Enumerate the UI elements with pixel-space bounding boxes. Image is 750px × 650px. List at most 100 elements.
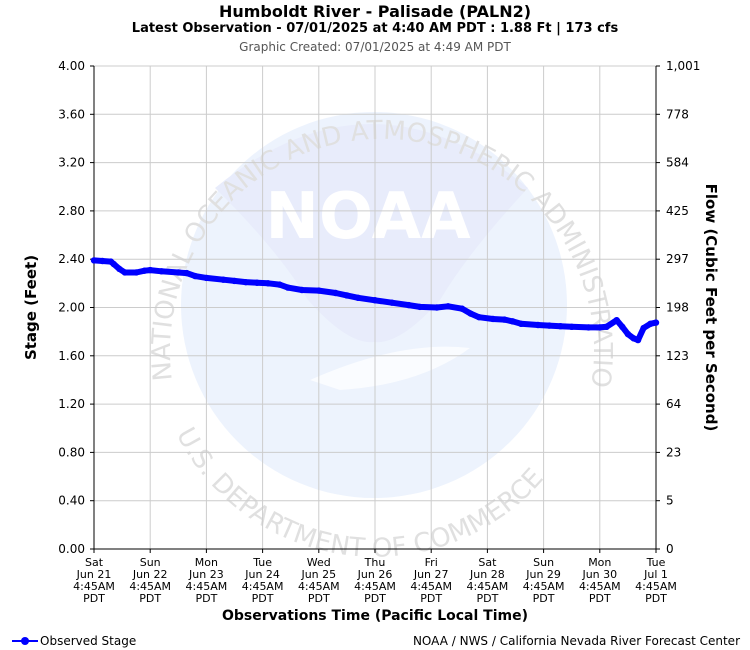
data-point	[546, 322, 553, 329]
data-point	[371, 297, 379, 304]
data-point	[388, 299, 396, 306]
x-tick-label: Sat Jun 21 4:45AM PDT	[73, 556, 115, 605]
data-point	[557, 323, 564, 330]
data-point	[596, 324, 603, 331]
data-point	[603, 323, 610, 331]
data-point	[489, 315, 497, 323]
y2-tick-label: 778	[666, 107, 689, 121]
data-point	[332, 289, 339, 297]
data-point	[652, 319, 660, 326]
legend-marker-icon	[12, 637, 38, 645]
data-point	[242, 278, 249, 286]
data-point	[175, 269, 182, 276]
data-point	[253, 279, 261, 286]
y-tick-label: 0.80	[58, 445, 85, 459]
data-point	[624, 330, 632, 338]
latest-observation: Latest Observation - 07/01/2025 at 4:40 …	[131, 21, 619, 36]
data-point	[220, 276, 227, 283]
data-point	[121, 269, 129, 276]
data-point	[416, 303, 424, 311]
data-point	[475, 313, 483, 321]
y2-axis-title: Flow (Cubic Feet per Second)	[702, 184, 720, 432]
x-tick-label: Sun Jun 22 4:45AM PDT	[129, 556, 171, 605]
data-point	[132, 269, 140, 276]
data-point	[613, 316, 620, 324]
data-point	[467, 310, 474, 317]
x-tick-label: Thu Jun 26 4:45AM PDT	[354, 556, 396, 605]
y2-tick-label: 0	[666, 542, 674, 556]
y-tick-label: 0.40	[58, 494, 85, 508]
y2-tick-label: 5	[666, 494, 674, 508]
x-tick-label: Fri Jun 27 4:45AM PDT	[410, 556, 452, 605]
y-tick-label: 1.60	[58, 349, 85, 363]
y-tick-label: 2.00	[58, 301, 85, 315]
data-point	[110, 260, 117, 268]
data-point	[158, 268, 165, 275]
data-point	[568, 323, 575, 331]
y-tick-label: 0.00	[58, 542, 85, 556]
y-tick-label: 2.80	[58, 204, 85, 218]
x-tick-label: Sun Jun 29 4:45AM PDT	[523, 556, 565, 605]
chart-title: Humboldt River - Palisade (PALN2)	[218, 2, 532, 21]
data-point	[183, 269, 190, 277]
data-point	[343, 292, 351, 299]
data-point	[90, 257, 98, 264]
y2-tick-label: 23	[666, 445, 681, 459]
y-tick-label: 3.20	[58, 156, 85, 170]
data-point	[191, 272, 199, 280]
data-point	[640, 324, 647, 332]
data-point	[116, 265, 123, 273]
y-axis-title: Stage (Feet)	[22, 255, 40, 360]
data-point	[265, 280, 272, 287]
x-tick-label: Wed Jun 25 4:45AM PDT	[298, 556, 340, 605]
legend: Observed Stage	[12, 634, 136, 648]
data-point	[405, 301, 412, 309]
watermark-bird	[215, 124, 528, 343]
data-point	[276, 281, 283, 288]
graphic-created: Graphic Created: 07/01/2025 at 4:49 AM P…	[239, 40, 511, 54]
x-tick-label: Tue Jun 24 4:45AM PDT	[242, 556, 284, 605]
y2-tick-label: 584	[666, 156, 689, 170]
x-tick-label: Tue Jul 1 4:45AM PDT	[635, 556, 677, 605]
data-point	[147, 266, 154, 274]
y-tick-label: 3.60	[58, 107, 85, 121]
data-point	[433, 304, 441, 311]
data-point	[284, 284, 292, 291]
data-point	[141, 267, 148, 274]
data-point	[647, 320, 654, 328]
y-tick-label: 2.40	[58, 252, 85, 266]
data-point	[585, 324, 592, 331]
noaa-watermark-icon: NOAANATIONAL OCEANIC AND ATMOSPHERIC ADM…	[0, 0, 617, 564]
data-point	[298, 286, 306, 294]
y-tick-label: 1.20	[58, 397, 85, 411]
data-point	[458, 305, 466, 312]
data-point	[444, 303, 452, 310]
x-axis-title: Observations Time (Pacific Local Time)	[222, 608, 528, 624]
data-point	[231, 277, 238, 285]
watermark-logo-text: NOAA	[265, 180, 471, 254]
data-point	[354, 294, 362, 302]
data-point	[203, 274, 210, 282]
y-tick-label: 4.00	[58, 59, 85, 73]
y2-tick-label: 64	[666, 397, 681, 411]
data-point	[517, 320, 525, 328]
data-point	[619, 323, 626, 331]
data-point	[509, 318, 516, 325]
data-point	[501, 316, 508, 323]
data-point	[634, 336, 642, 344]
y2-tick-label: 1,001	[666, 59, 700, 73]
legend-label: Observed Stage	[40, 634, 137, 648]
watermark-wave	[310, 346, 470, 390]
y2-tick-label: 297	[666, 252, 689, 266]
y2-tick-label: 123	[666, 349, 689, 363]
data-point	[99, 257, 106, 265]
x-tick-label: Mon Jun 23 4:45AM PDT	[186, 556, 228, 605]
y2-tick-label: 425	[666, 204, 689, 218]
credit-text: NOAA / NWS / California Nevada River For…	[412, 634, 740, 648]
data-point	[315, 287, 322, 294]
x-tick-label: Mon Jun 30 4:45AM PDT	[579, 556, 621, 605]
y2-tick-label: 198	[666, 301, 689, 315]
data-point	[534, 321, 542, 329]
x-tick-label: Sat Jun 28 4:45AM PDT	[467, 556, 509, 605]
